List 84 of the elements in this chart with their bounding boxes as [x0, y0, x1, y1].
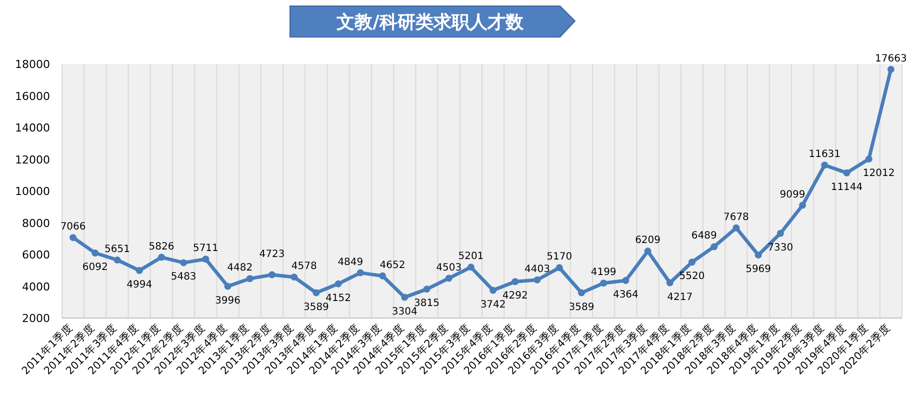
data-label: 5483	[170, 272, 196, 283]
point	[754, 251, 762, 258]
data-label: 7678	[723, 212, 749, 223]
point	[710, 243, 718, 250]
data-label: 3304	[392, 306, 418, 318]
point	[158, 254, 165, 261]
data-label: 5170	[546, 252, 572, 263]
point	[534, 276, 541, 284]
data-label: 4503	[436, 262, 462, 274]
point	[578, 289, 585, 296]
point	[246, 275, 254, 282]
point	[666, 279, 674, 286]
y-tick-label: 18000	[15, 58, 50, 71]
data-label: 4403	[524, 264, 550, 275]
data-label: 6489	[691, 230, 717, 242]
data-label: 4364	[612, 289, 638, 300]
point	[556, 264, 563, 272]
point	[799, 202, 806, 209]
y-tick-label: 6000	[22, 248, 50, 262]
data-label: 4152	[326, 292, 352, 304]
data-label: 3589	[568, 302, 594, 313]
data-label: 5520	[679, 271, 705, 282]
point	[490, 286, 497, 294]
data-label: 5826	[148, 241, 174, 252]
data-label: 5651	[104, 244, 130, 256]
data-label: 4849	[338, 256, 364, 268]
data-label: 5201	[458, 251, 484, 262]
point	[644, 248, 652, 255]
point	[865, 156, 872, 163]
point	[136, 266, 143, 274]
point	[887, 66, 894, 73]
point	[379, 272, 386, 280]
point	[688, 258, 696, 266]
point	[202, 256, 210, 263]
point	[732, 224, 740, 232]
data-label: 7330	[768, 242, 794, 254]
data-label: 17663	[875, 53, 907, 64]
data-label: 4578	[291, 261, 317, 272]
point	[356, 269, 364, 276]
data-label: 11144	[830, 182, 863, 193]
data-label: 11631	[808, 149, 841, 160]
point	[776, 230, 784, 237]
point	[70, 234, 77, 242]
data-label: 4994	[126, 279, 152, 290]
data-label: 9099	[780, 189, 806, 200]
point	[467, 264, 474, 271]
point	[445, 274, 452, 282]
point	[224, 282, 232, 290]
y-tick-label: 2000	[22, 312, 50, 325]
data-label: 4652	[380, 260, 406, 271]
chart-title: 文教/科研类求职人才数	[336, 12, 524, 33]
point	[268, 271, 276, 278]
point	[180, 259, 188, 266]
y-tick-label: 4000	[22, 280, 50, 294]
data-label: 5969	[746, 264, 772, 275]
point	[622, 276, 630, 284]
data-label: 12012	[862, 168, 895, 180]
point	[821, 162, 828, 169]
y-tick-label: 14000	[15, 122, 50, 134]
data-label: 4199	[590, 267, 616, 278]
data-label: 5711	[192, 243, 218, 254]
y-tick-label: 12000	[15, 153, 50, 166]
point	[600, 280, 608, 287]
point	[512, 278, 519, 286]
data-label: 3742	[480, 299, 506, 310]
data-label: 7066	[60, 222, 86, 233]
y-tick-label: 16000	[15, 90, 50, 103]
y-tick-label: 10000	[15, 185, 50, 198]
data-label: 4217	[667, 292, 693, 303]
point	[334, 280, 342, 288]
data-label: 6092	[82, 262, 108, 274]
data-label: 3996	[215, 295, 241, 306]
point	[92, 250, 99, 257]
point	[114, 256, 121, 264]
point	[401, 294, 408, 301]
point	[312, 289, 320, 296]
point	[290, 274, 298, 281]
point	[843, 169, 850, 176]
data-label: 4482	[227, 262, 253, 274]
data-label: 3589	[303, 302, 329, 313]
data-label: 4723	[259, 248, 285, 260]
data-label: 6209	[635, 235, 661, 246]
point	[423, 286, 430, 293]
y-tick-label: 8000	[22, 216, 50, 230]
